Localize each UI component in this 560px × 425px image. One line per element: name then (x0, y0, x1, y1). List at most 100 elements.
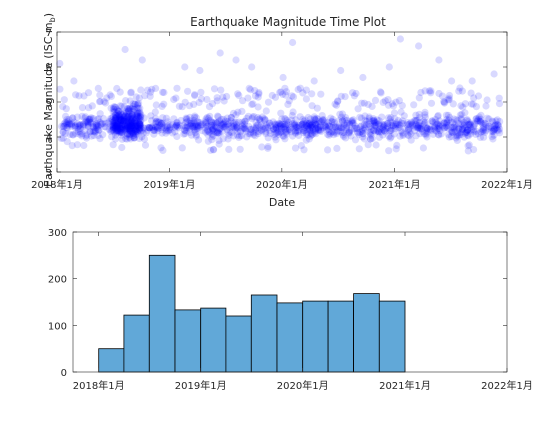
scatter-point (172, 122, 180, 131)
scatter-point (225, 119, 233, 127)
scatter-point (89, 127, 97, 135)
scatter-point (437, 130, 445, 138)
scatter-point (347, 117, 355, 125)
scatter-point (152, 101, 160, 109)
scatter-point (195, 98, 203, 107)
scatter-point (124, 118, 132, 126)
scatter-point (130, 129, 138, 137)
scatter-point (329, 115, 337, 123)
scatter-point (116, 124, 124, 132)
scatter-point (113, 124, 121, 132)
scatter-point (290, 120, 298, 128)
scatter-point (162, 125, 170, 133)
scatter-point (266, 119, 274, 127)
scatter-point (459, 121, 467, 129)
scatter-point (478, 125, 487, 133)
scatter-point (116, 115, 124, 124)
y-label-close: ) (42, 13, 55, 17)
scatter-point (116, 129, 124, 137)
scatter-point (476, 133, 484, 141)
scatter-point (136, 124, 145, 132)
scatter-point (225, 123, 233, 131)
scatter-point (190, 126, 198, 134)
scatter-point (182, 114, 190, 122)
scatter-point (95, 126, 103, 134)
scatter-point (311, 120, 320, 128)
scatter-point (78, 104, 87, 112)
scatter-point (440, 98, 448, 106)
scatter-point (465, 120, 473, 128)
scatter-point (379, 125, 387, 133)
scatter-point (464, 132, 472, 140)
scatter-point (369, 117, 377, 125)
scatter-point (137, 111, 145, 119)
scatter-point (151, 123, 159, 131)
scatter-point (228, 129, 236, 137)
scatter-point (133, 114, 141, 122)
scatter-point (371, 122, 379, 130)
scatter-point (334, 127, 342, 135)
scatter-point (312, 121, 320, 129)
scatter-point (482, 120, 490, 128)
scatter-point (228, 122, 236, 130)
scatter-point (204, 131, 212, 139)
scatter-point (340, 128, 348, 137)
scatter-point (182, 115, 190, 124)
scatter-point (210, 132, 218, 140)
scatter-point (325, 131, 333, 139)
scatter-point (281, 114, 289, 123)
scatter-point (407, 130, 415, 138)
scatter-point (253, 122, 261, 130)
histogram-y-tick-label: 300 (48, 228, 67, 239)
scatter-plot-area (57, 32, 507, 172)
scatter-point (307, 131, 316, 139)
scatter-point (103, 94, 111, 102)
scatter-point (111, 122, 119, 130)
scatter-point (120, 113, 128, 121)
scatter-point (368, 134, 376, 142)
scatter-point (460, 133, 468, 141)
scatter-point (281, 120, 289, 128)
scatter-point (414, 123, 422, 131)
scatter-point (492, 121, 500, 129)
scatter-point (115, 123, 123, 132)
scatter-point (120, 109, 128, 117)
scatter-point (135, 114, 143, 122)
scatter-point (305, 119, 313, 127)
scatter-point (221, 117, 230, 125)
scatter-point (148, 85, 156, 93)
histogram-x-tick-label: 2019年1月 (175, 379, 227, 392)
scatter-point (104, 119, 112, 127)
scatter-point (84, 120, 92, 128)
scatter-point (339, 131, 347, 139)
scatter-point (396, 132, 404, 140)
scatter-point (304, 121, 312, 129)
scatter-point (477, 119, 485, 127)
scatter-point (192, 132, 200, 140)
scatter-point (144, 86, 152, 94)
scatter-point (66, 120, 74, 128)
scatter-point (455, 87, 463, 95)
scatter-point (190, 116, 198, 125)
scatter-point (479, 121, 487, 129)
scatter-point (78, 112, 86, 120)
scatter-point (141, 92, 149, 100)
scatter-point (96, 135, 104, 143)
scatter-point (209, 145, 217, 154)
scatter-point (234, 108, 242, 116)
scatter-point (116, 119, 124, 127)
scatter-point (142, 129, 151, 137)
scatter-point (111, 119, 120, 127)
scatter-x-tick-label: 2018年1月 (31, 178, 83, 191)
scatter-point (215, 129, 223, 137)
scatter-point (213, 119, 221, 128)
scatter-point (333, 144, 341, 152)
scatter-point (123, 132, 131, 140)
scatter-point (451, 121, 459, 129)
scatter-point (308, 130, 317, 138)
scatter-point (335, 117, 343, 125)
scatter-point (111, 115, 119, 123)
scatter-point (264, 124, 272, 132)
scatter-point (193, 124, 201, 133)
scatter-point (398, 117, 407, 125)
